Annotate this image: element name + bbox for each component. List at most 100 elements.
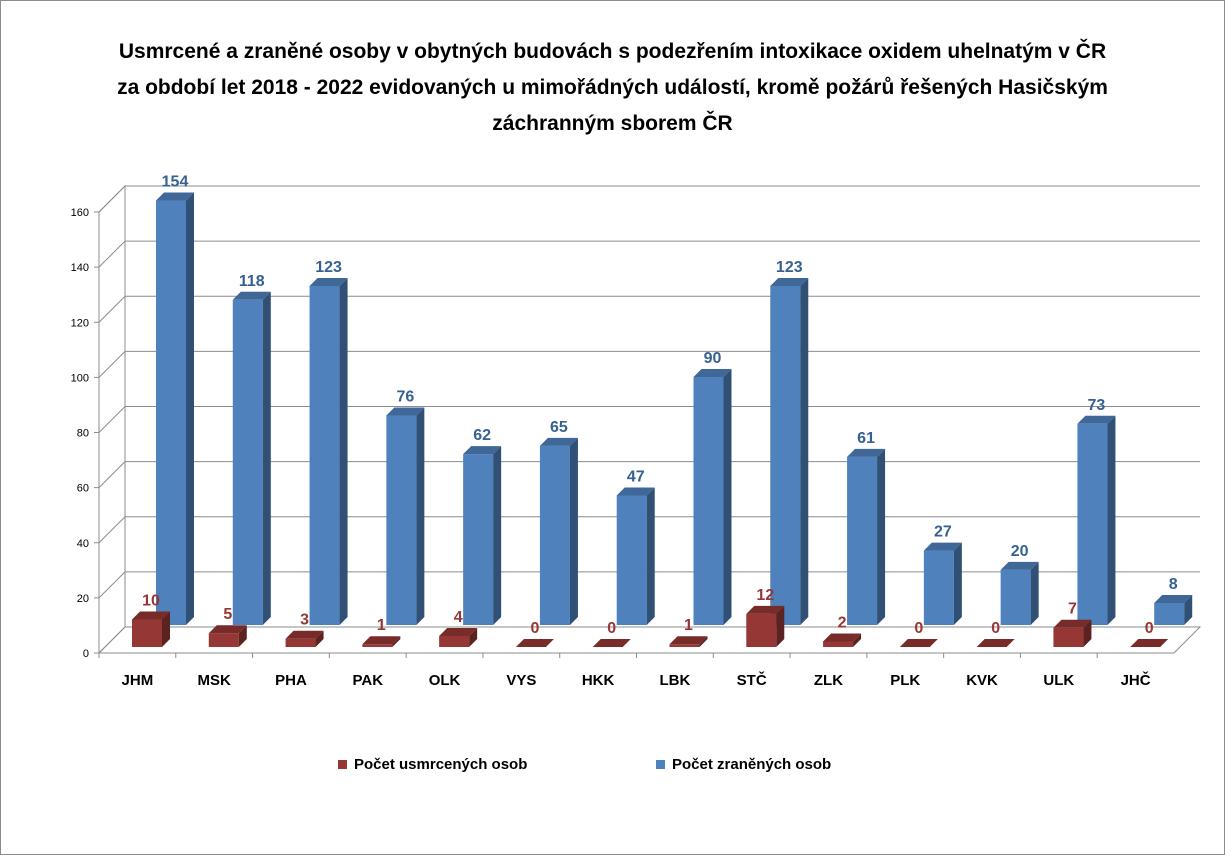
category-label-KVK: KVK bbox=[966, 672, 998, 689]
bar-front bbox=[362, 644, 393, 647]
bar-side bbox=[723, 368, 732, 625]
chart-title-line-1: Usmrcené a zraněné osoby v obytných budo… bbox=[118, 40, 1107, 63]
data-label-injured-PHA: 123 bbox=[315, 259, 342, 276]
bar-front bbox=[770, 285, 801, 625]
category-label-VYS: VYS bbox=[506, 672, 536, 689]
data-label-injured-STČ: 123 bbox=[776, 259, 803, 276]
data-label-killed-HKK: 0 bbox=[607, 620, 616, 637]
bar-side bbox=[800, 277, 809, 625]
bar-top bbox=[539, 437, 578, 446]
bar-front bbox=[232, 299, 263, 625]
bar-killed-OLK bbox=[439, 627, 478, 647]
bar-front bbox=[1077, 423, 1108, 625]
bar-killed-STČ bbox=[746, 605, 785, 647]
bar-top bbox=[232, 291, 271, 300]
bar-top bbox=[515, 639, 554, 647]
legend-item-killed: Počet usmrcených osob bbox=[338, 756, 527, 773]
bar-front bbox=[439, 635, 470, 647]
bar-top bbox=[1077, 415, 1116, 424]
bar-killed-LBK bbox=[669, 636, 708, 647]
legend-label-killed: Počet usmrcených osob bbox=[354, 756, 528, 773]
category-label-HKK: HKK bbox=[582, 672, 615, 689]
y-tick-label: 140 bbox=[71, 262, 89, 274]
bar-top bbox=[1154, 594, 1193, 603]
bar-injured-JHČ bbox=[1154, 594, 1193, 625]
bar-top bbox=[847, 448, 886, 457]
bar-side bbox=[262, 291, 271, 625]
data-label-killed-JHČ: 0 bbox=[1145, 620, 1154, 637]
bar-top bbox=[616, 487, 655, 496]
bar-front bbox=[463, 454, 494, 625]
bar-front bbox=[309, 285, 340, 625]
category-label-PHA: PHA bbox=[275, 672, 307, 689]
bar-injured-ULK bbox=[1077, 415, 1116, 625]
bar-side bbox=[469, 627, 478, 647]
bar-side bbox=[1184, 594, 1193, 625]
data-label-killed-LBK: 1 bbox=[684, 617, 693, 634]
category-label-MSK: MSK bbox=[198, 672, 232, 689]
bar-top bbox=[746, 605, 785, 614]
bar-front bbox=[616, 495, 647, 625]
bar-top bbox=[1000, 561, 1039, 570]
bar-side bbox=[339, 277, 348, 625]
bar-injured-VYS bbox=[539, 437, 578, 625]
bar-front bbox=[669, 644, 700, 647]
bar-top bbox=[362, 636, 401, 645]
bar-top bbox=[439, 627, 478, 636]
y-tick-label: 40 bbox=[77, 538, 89, 550]
bar-side bbox=[162, 611, 170, 647]
bar-front bbox=[923, 550, 954, 625]
category-label-ZLK: ZLK bbox=[814, 672, 843, 689]
bar-front bbox=[208, 633, 239, 647]
chart-title: Usmrcené a zraněné osoby v obytných budo… bbox=[30, 34, 1195, 142]
data-label-killed-PAK: 1 bbox=[377, 617, 386, 634]
gridline bbox=[98, 406, 1200, 433]
data-label-injured-JHČ: 8 bbox=[1169, 576, 1178, 593]
bar-side bbox=[953, 542, 962, 625]
data-label-injured-MSK: 118 bbox=[239, 273, 265, 290]
gridlines bbox=[98, 185, 1200, 654]
bar-front bbox=[1053, 627, 1084, 647]
data-label-injured-OLK: 62 bbox=[473, 427, 491, 444]
bar-top bbox=[1130, 639, 1169, 647]
bar-killed-PLK bbox=[899, 639, 938, 648]
bar-side bbox=[238, 625, 247, 647]
data-label-killed-ZLK: 2 bbox=[838, 614, 847, 631]
y-tick-label: 60 bbox=[77, 483, 89, 495]
bar-side bbox=[1030, 561, 1039, 625]
legend-label-injured: Počet zraněných osob bbox=[672, 756, 832, 773]
data-label-injured-KVK: 20 bbox=[1011, 543, 1029, 560]
bar-injured-MSK bbox=[232, 291, 271, 625]
y-tick-label: 160 bbox=[71, 207, 89, 219]
bar-top bbox=[1053, 619, 1092, 628]
data-label-injured-PAK: 76 bbox=[396, 389, 414, 406]
bar-front bbox=[1000, 569, 1031, 625]
legend-swatch-injured bbox=[656, 760, 665, 769]
chart-title-line-2: za období let 2018 - 2022 evidovaných u … bbox=[117, 76, 1108, 99]
bar-side bbox=[776, 605, 785, 647]
category-label-JHČ: JHČ bbox=[1121, 671, 1151, 689]
data-label-injured-ZLK: 61 bbox=[857, 430, 875, 447]
data-label-killed-OLK: 4 bbox=[454, 609, 463, 626]
bar-killed-VYS bbox=[515, 639, 554, 648]
category-label-PAK: PAK bbox=[352, 672, 383, 689]
bar-top bbox=[208, 625, 247, 634]
data-label-killed-JHM: 10 bbox=[142, 592, 160, 609]
bar-top bbox=[132, 611, 170, 620]
bar-top bbox=[463, 446, 502, 455]
bar-injured-PHA bbox=[309, 277, 348, 625]
bar-front bbox=[746, 613, 777, 647]
bar-injured-HKK bbox=[616, 487, 655, 625]
x-axis-categories: JHM MSK PHA PAK OLK VYS HKK LBK STČ ZLK PLK KVK ULK J… bbox=[98, 653, 1151, 689]
gridline bbox=[98, 626, 1200, 654]
bar-top bbox=[899, 639, 938, 647]
bar-injured-PLK bbox=[923, 542, 962, 625]
gridline bbox=[98, 461, 1200, 488]
bar-killed-ULK bbox=[1053, 619, 1092, 647]
bar-front bbox=[132, 619, 162, 647]
bar-top bbox=[823, 633, 862, 642]
bar-side bbox=[699, 636, 708, 647]
bar-top bbox=[693, 368, 732, 377]
